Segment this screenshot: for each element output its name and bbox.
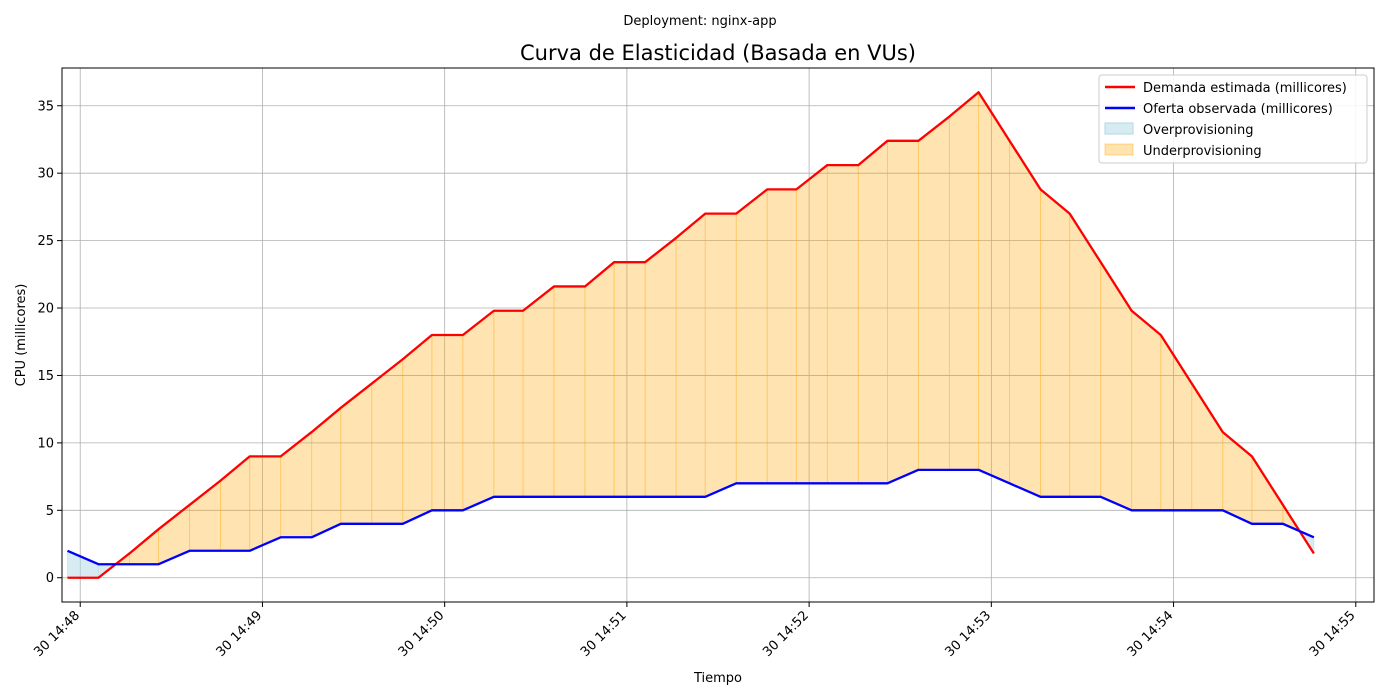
underprovisioning-area: [614, 262, 646, 497]
underprovisioning-area: [220, 456, 250, 551]
x-tick-label: 30 14:53: [942, 608, 994, 660]
y-tick-label: 10: [37, 436, 54, 451]
underprovisioning-area: [311, 407, 341, 538]
underprovisioning-area: [918, 116, 950, 470]
underprovisioning-area: [1222, 432, 1252, 524]
overprovisioning-area: [67, 550, 99, 578]
x-tick-label: 30 14:48: [31, 608, 83, 660]
underprovisioning-area: [767, 189, 797, 484]
deployment-suptitle: Deployment: nginx-app: [623, 14, 776, 29]
underprovisioning-area: [431, 335, 463, 511]
underprovisioning-area: [736, 189, 768, 484]
underprovisioning-area: [1009, 140, 1041, 497]
x-tick-label: 30 14:54: [1125, 608, 1177, 660]
y-axis-label: CPU (millicores): [14, 284, 29, 387]
underprovisioning-area: [189, 480, 221, 551]
y-tick-label: 0: [46, 571, 54, 586]
y-tick-label: 25: [37, 234, 54, 249]
underprovisioning-area: [1100, 262, 1132, 511]
legend-swatch-underprovisioning: [1104, 143, 1134, 156]
x-tick-label: 30 14:51: [578, 608, 630, 660]
legend-label-overprovisioning: Overprovisioning: [1143, 123, 1254, 138]
underprovisioning-area: [129, 529, 159, 565]
underprovisioning-area: [340, 383, 372, 524]
chart-title: Curva de Elasticidad (Basada en VUs): [520, 41, 916, 65]
y-tick-label: 15: [37, 369, 54, 384]
series-lines: [67, 91, 1315, 579]
underprovisioning-area: [949, 92, 979, 470]
x-tick-label: 30 14:50: [396, 608, 448, 660]
y-tick-label: 5: [46, 504, 54, 519]
x-axis-ticks: 30 14:48 30 14:49 30 14:50 30 14:51 30 14:52…: [31, 602, 1359, 660]
underprovisioning-area: [978, 92, 1010, 484]
underprovisioning-area: [158, 504, 190, 565]
underprovisioning-area: [1191, 383, 1223, 511]
y-axis-ticks: 0 5 10 15 20 25 30 35: [37, 99, 62, 586]
provisioning-fills: [66, 92, 1315, 578]
underprovisioning-area: [676, 213, 706, 497]
legend-swatch-overprovisioning: [1104, 122, 1134, 135]
legend-label-underprovisioning: Underprovisioning: [1143, 144, 1262, 159]
x-axis-label: Tiempo: [693, 671, 742, 686]
underprovisioning-area: [858, 140, 888, 484]
underprovisioning-area: [554, 286, 585, 497]
y-tick-label: 30: [37, 167, 54, 182]
series-line-demanda: [67, 91, 1315, 579]
y-tick-label: 35: [37, 99, 54, 114]
x-tick-label: 30 14:52: [760, 608, 812, 660]
legend: Demanda estimada (millicores) Oferta obs…: [1098, 74, 1368, 164]
underprovisioning-area: [827, 165, 859, 484]
legend-label-demanda: Demanda estimada (millicores): [1143, 81, 1347, 96]
grid-lines: [62, 68, 1374, 602]
underprovisioning-area: [1160, 335, 1192, 511]
y-tick-label: 20: [37, 302, 54, 317]
series-line-oferta: [67, 468, 1315, 566]
underprovisioning-area: [280, 432, 312, 538]
underprovisioning-area: [1131, 310, 1161, 511]
underprovisioning-area: [887, 140, 919, 484]
underprovisioning-area: [493, 310, 524, 497]
legend-label-oferta: Oferta observada (millicores): [1143, 102, 1333, 117]
underprovisioning-area: [705, 213, 737, 497]
underprovisioning-area: [371, 359, 403, 524]
underprovisioning-area: [796, 165, 828, 484]
x-tick-label: 30 14:55: [1307, 608, 1359, 660]
underprovisioning-area: [584, 262, 615, 497]
underprovisioning-area: [645, 237, 677, 497]
underprovisioning-area: [402, 335, 432, 524]
plot-frame: [61, 67, 1375, 603]
legend-box: [1098, 74, 1368, 164]
underprovisioning-area: [1069, 213, 1101, 497]
underprovisioning-area: [1251, 456, 1283, 524]
underprovisioning-area: [249, 456, 281, 551]
x-tick-label: 30 14:49: [214, 608, 266, 660]
underprovisioning-area: [1040, 189, 1070, 497]
underprovisioning-area: [523, 286, 554, 497]
underprovisioning-area: [462, 310, 494, 511]
